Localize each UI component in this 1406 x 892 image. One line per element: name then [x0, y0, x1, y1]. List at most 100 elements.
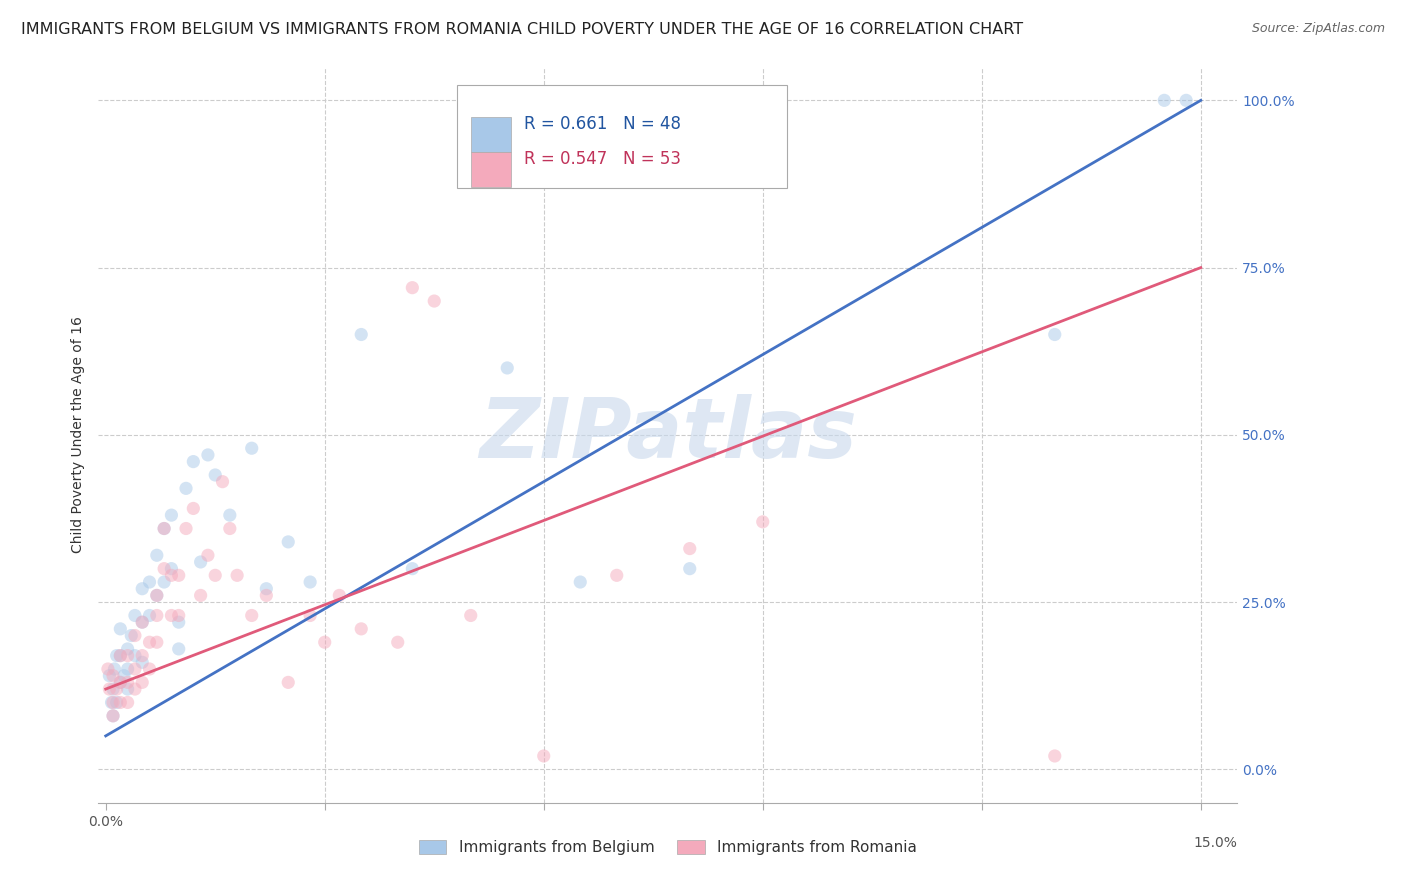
Text: 15.0%: 15.0% — [1194, 836, 1237, 850]
Point — [101, 708, 124, 723]
Point — [174, 521, 197, 535]
Point — [153, 521, 176, 535]
Text: ZIPatlas: ZIPatlas — [479, 394, 856, 475]
Point — [1043, 327, 1066, 342]
Text: IMMIGRANTS FROM BELGIUM VS IMMIGRANTS FROM ROMANIA CHILD POVERTY UNDER THE AGE O: IMMIGRANTS FROM BELGIUM VS IMMIGRANTS FR… — [21, 22, 1024, 37]
Point — [328, 589, 350, 603]
Point — [314, 635, 336, 649]
Point — [117, 662, 139, 676]
Point — [197, 448, 219, 462]
Point — [131, 615, 153, 630]
Point — [112, 669, 135, 683]
Point — [131, 655, 153, 669]
Point — [124, 681, 146, 696]
Point — [167, 568, 190, 582]
Point — [679, 541, 702, 556]
Point — [110, 648, 132, 663]
Point — [101, 708, 124, 723]
Point — [190, 555, 212, 569]
Point — [401, 280, 423, 294]
Point — [299, 608, 322, 623]
Point — [204, 467, 226, 482]
Point — [211, 475, 233, 489]
Point — [160, 608, 183, 623]
Point — [218, 508, 240, 523]
Point — [496, 361, 519, 376]
Point — [117, 648, 139, 663]
Point — [117, 642, 139, 657]
Point — [101, 669, 124, 683]
Point — [401, 562, 423, 576]
Point — [218, 521, 240, 535]
Point — [183, 454, 205, 469]
Point — [103, 662, 125, 676]
Point — [110, 675, 132, 690]
Point — [131, 615, 153, 630]
Text: R = 0.547   N = 53: R = 0.547 N = 53 — [524, 151, 682, 169]
Point — [1153, 93, 1175, 107]
Point — [124, 628, 146, 642]
Point — [124, 662, 146, 676]
Point — [153, 562, 176, 576]
Point — [124, 648, 146, 663]
Point — [277, 534, 299, 549]
Point — [350, 622, 373, 636]
Point — [117, 681, 139, 696]
Point — [679, 562, 702, 576]
Point — [204, 568, 226, 582]
Point — [183, 501, 205, 516]
Point — [167, 615, 190, 630]
Text: Source: ZipAtlas.com: Source: ZipAtlas.com — [1251, 22, 1385, 36]
Legend: Immigrants from Belgium, Immigrants from Romania: Immigrants from Belgium, Immigrants from… — [413, 834, 922, 862]
Point — [146, 608, 169, 623]
Point — [110, 675, 132, 690]
Point — [120, 628, 142, 642]
Point — [97, 662, 120, 676]
Point — [117, 675, 139, 690]
Point — [606, 568, 628, 582]
Point — [226, 568, 249, 582]
Point — [533, 749, 555, 764]
Point — [1043, 749, 1066, 764]
Point — [153, 574, 176, 589]
Point — [124, 608, 146, 623]
Point — [240, 608, 263, 623]
Point — [174, 482, 197, 496]
Point — [131, 648, 153, 663]
Point — [138, 574, 160, 589]
Point — [98, 681, 121, 696]
Point — [254, 589, 277, 603]
Point — [299, 574, 322, 589]
Point — [117, 696, 139, 710]
Point — [105, 648, 128, 663]
Point — [240, 441, 263, 455]
Point — [110, 696, 132, 710]
Point — [160, 568, 183, 582]
Point — [160, 562, 183, 576]
Point — [110, 648, 132, 663]
Point — [254, 582, 277, 596]
Point — [146, 635, 169, 649]
Y-axis label: Child Poverty Under the Age of 16: Child Poverty Under the Age of 16 — [70, 317, 84, 553]
Point — [146, 589, 169, 603]
Point — [146, 589, 169, 603]
FancyBboxPatch shape — [471, 117, 510, 153]
FancyBboxPatch shape — [457, 86, 787, 188]
Point — [569, 574, 592, 589]
Point — [101, 696, 124, 710]
Point — [752, 515, 775, 529]
Point — [105, 681, 128, 696]
Point — [190, 589, 212, 603]
Point — [153, 521, 176, 535]
Point — [138, 635, 160, 649]
Point — [387, 635, 409, 649]
Point — [138, 608, 160, 623]
Text: R = 0.661   N = 48: R = 0.661 N = 48 — [524, 115, 682, 134]
Point — [146, 548, 169, 563]
Point — [98, 669, 121, 683]
FancyBboxPatch shape — [471, 153, 510, 187]
Point — [131, 582, 153, 596]
Point — [1175, 93, 1198, 107]
Point — [197, 548, 219, 563]
Point — [423, 293, 446, 308]
